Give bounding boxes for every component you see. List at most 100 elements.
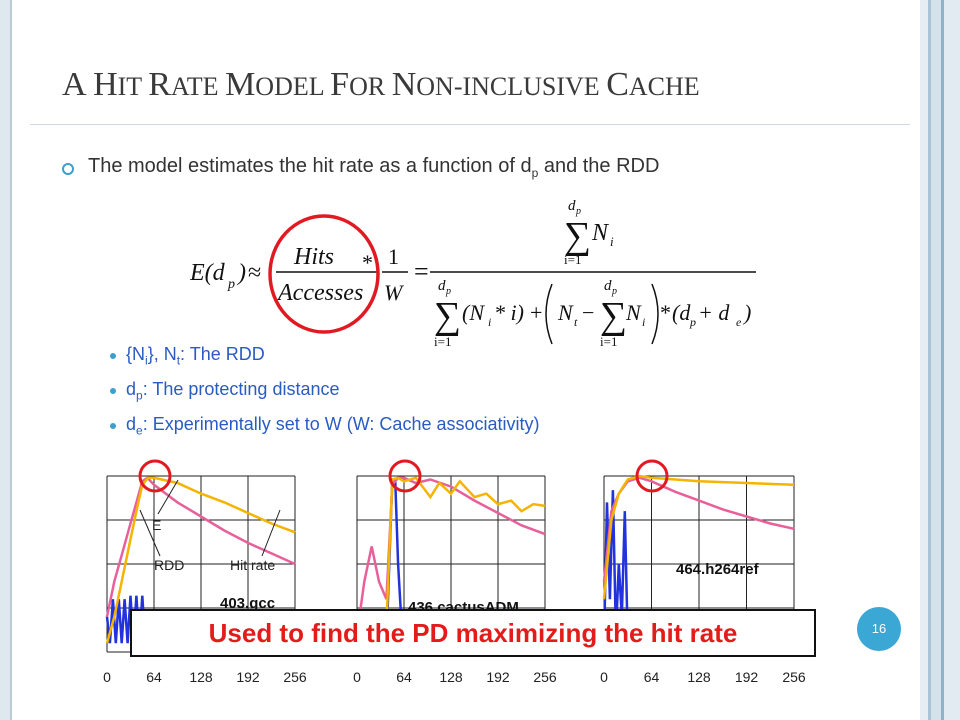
x-tick-label: 256: [782, 669, 806, 685]
den-plus: +: [530, 300, 542, 325]
sub-bullet-de: de: Experimentally set to W (W: Cache as…: [126, 414, 540, 438]
title-part: R: [148, 66, 171, 103]
title-part: H: [93, 66, 118, 103]
den-Ni: (N: [462, 300, 485, 325]
x-tick-label: 64: [396, 669, 412, 685]
den-i-eq-1: i=1: [434, 334, 451, 349]
formula-hits: Hits: [293, 244, 334, 270]
den2-dp-sub: p: [611, 286, 617, 297]
sub1-a: {N: [126, 344, 146, 364]
sub-bullet-dot: [110, 388, 116, 394]
x-tick-label: 64: [146, 669, 162, 685]
svg-text:∑: ∑: [564, 215, 591, 257]
title-part: N: [391, 66, 417, 103]
den-plus-de: + d: [698, 300, 730, 325]
main-bullet-after: and the RDD: [538, 155, 660, 177]
title-part: A: [62, 66, 87, 103]
title-part: ON-INCLUSIVE: [416, 72, 600, 101]
sub2-s1: p: [136, 388, 143, 403]
num-N: N: [591, 220, 610, 246]
sub2-b: : The protecting distance: [142, 379, 340, 399]
den2-i-eq-1: i=1: [600, 334, 617, 349]
sub-bullet-dot: [110, 353, 116, 359]
den2-N: N: [625, 300, 642, 325]
x-tick-label: 128: [439, 669, 463, 685]
num-i-eq-1: i=1: [564, 252, 581, 267]
x-tick-label: 256: [283, 669, 307, 685]
peak-highlight-circle: [635, 459, 669, 493]
title-divider: [30, 124, 910, 125]
sub-bullet-dp: dp: The protecting distance: [126, 379, 340, 403]
slide-title: A HIT RATE MODEL FOR NON-INCLUSIVE CACHE: [62, 66, 700, 104]
left-border: [0, 0, 12, 720]
annotation-label: RDD: [154, 557, 184, 573]
formula-accesses: Accesses: [276, 280, 363, 306]
right-stripes: [920, 0, 960, 720]
svg-text:∑: ∑: [434, 295, 461, 337]
den-minus: −: [582, 300, 594, 325]
sub2-a: d: [126, 379, 137, 399]
formula-one: 1: [388, 244, 399, 269]
title-part: C: [606, 66, 629, 103]
annotation-label: Hit rate: [230, 557, 275, 573]
x-tick-label: 0: [103, 669, 111, 685]
num-dp: d: [568, 198, 576, 214]
svg-text:∑: ∑: [600, 295, 627, 337]
x-tick-label: 128: [687, 669, 711, 685]
main-bullet-before: The model estimates the hit rate as a fu…: [88, 155, 532, 177]
callout-box: Used to find the PD maximizing the hit r…: [130, 609, 816, 657]
sub-bullet-rdd: {Ni}, Nt: The RDD: [126, 344, 265, 368]
formula-highlight-circle: [268, 214, 380, 334]
formula-equals: =: [414, 257, 429, 286]
den-dp-sub: p: [445, 286, 451, 297]
series-e: [602, 474, 795, 600]
sub1-c: : The RDD: [180, 344, 265, 364]
title-part: M: [225, 66, 256, 103]
x-tick-label: 0: [353, 669, 361, 685]
series-hit-rate: [602, 476, 795, 582]
num-dp-sub: p: [575, 206, 581, 217]
annotation-leader: [139, 509, 161, 557]
den-Ni-sub: i: [488, 315, 491, 329]
x-tick-label: 0: [600, 669, 608, 685]
formula-W: W: [384, 280, 404, 305]
den-Nt-sub: t: [574, 315, 578, 329]
sub3-a: d: [126, 414, 137, 434]
page-number-badge: 16: [857, 607, 901, 651]
formula-lhs-sub: p: [227, 277, 235, 292]
main-bullet-text: The model estimates the hit rate as a fu…: [88, 155, 659, 180]
den-de-sub: e: [736, 315, 742, 329]
den-dp-de: (d: [672, 300, 691, 325]
annotation-label: E: [152, 517, 161, 533]
den-dp-de-sub-p: p: [689, 315, 696, 329]
hit-rate-formula: E(d p ) ≈ Hits Accesses * 1 W = d p ∑ i=…: [190, 198, 756, 349]
den-times-i: * i): [494, 300, 524, 325]
annotation-leader: [157, 479, 179, 515]
formula-approx: ≈: [248, 260, 261, 286]
series-hit-rate: [105, 476, 296, 618]
main-bullet-sub: p: [531, 166, 539, 180]
x-tick-label: 256: [533, 669, 557, 685]
x-tick-label: 192: [236, 669, 260, 685]
annotation-leader: [261, 509, 281, 557]
formula-times: *: [362, 250, 373, 275]
peak-highlight-circle: [388, 459, 422, 493]
den2-dp: d: [604, 278, 612, 294]
den-dp: d: [438, 278, 446, 294]
title-part: OR: [349, 72, 386, 101]
bullet-icon: [62, 163, 74, 175]
peak-highlight-circle: [138, 459, 172, 493]
x-tick-label: 128: [189, 669, 213, 685]
sub3-b: : Experimentally set to W (W: Cache asso…: [142, 414, 540, 434]
formula-lhs-close: ): [236, 260, 246, 286]
sub-bullet-dot: [110, 423, 116, 429]
title-part: ODEL: [255, 72, 324, 101]
den-close: ): [742, 300, 751, 325]
x-tick-label: 192: [486, 669, 510, 685]
den-Nt: N: [557, 300, 574, 325]
sub1-s1: i: [145, 353, 148, 368]
title-part: ACHE: [628, 72, 700, 101]
formula-lhs: E(d: [190, 260, 226, 286]
sub1-b: }, N: [147, 344, 177, 364]
x-tick-label: 64: [644, 669, 660, 685]
